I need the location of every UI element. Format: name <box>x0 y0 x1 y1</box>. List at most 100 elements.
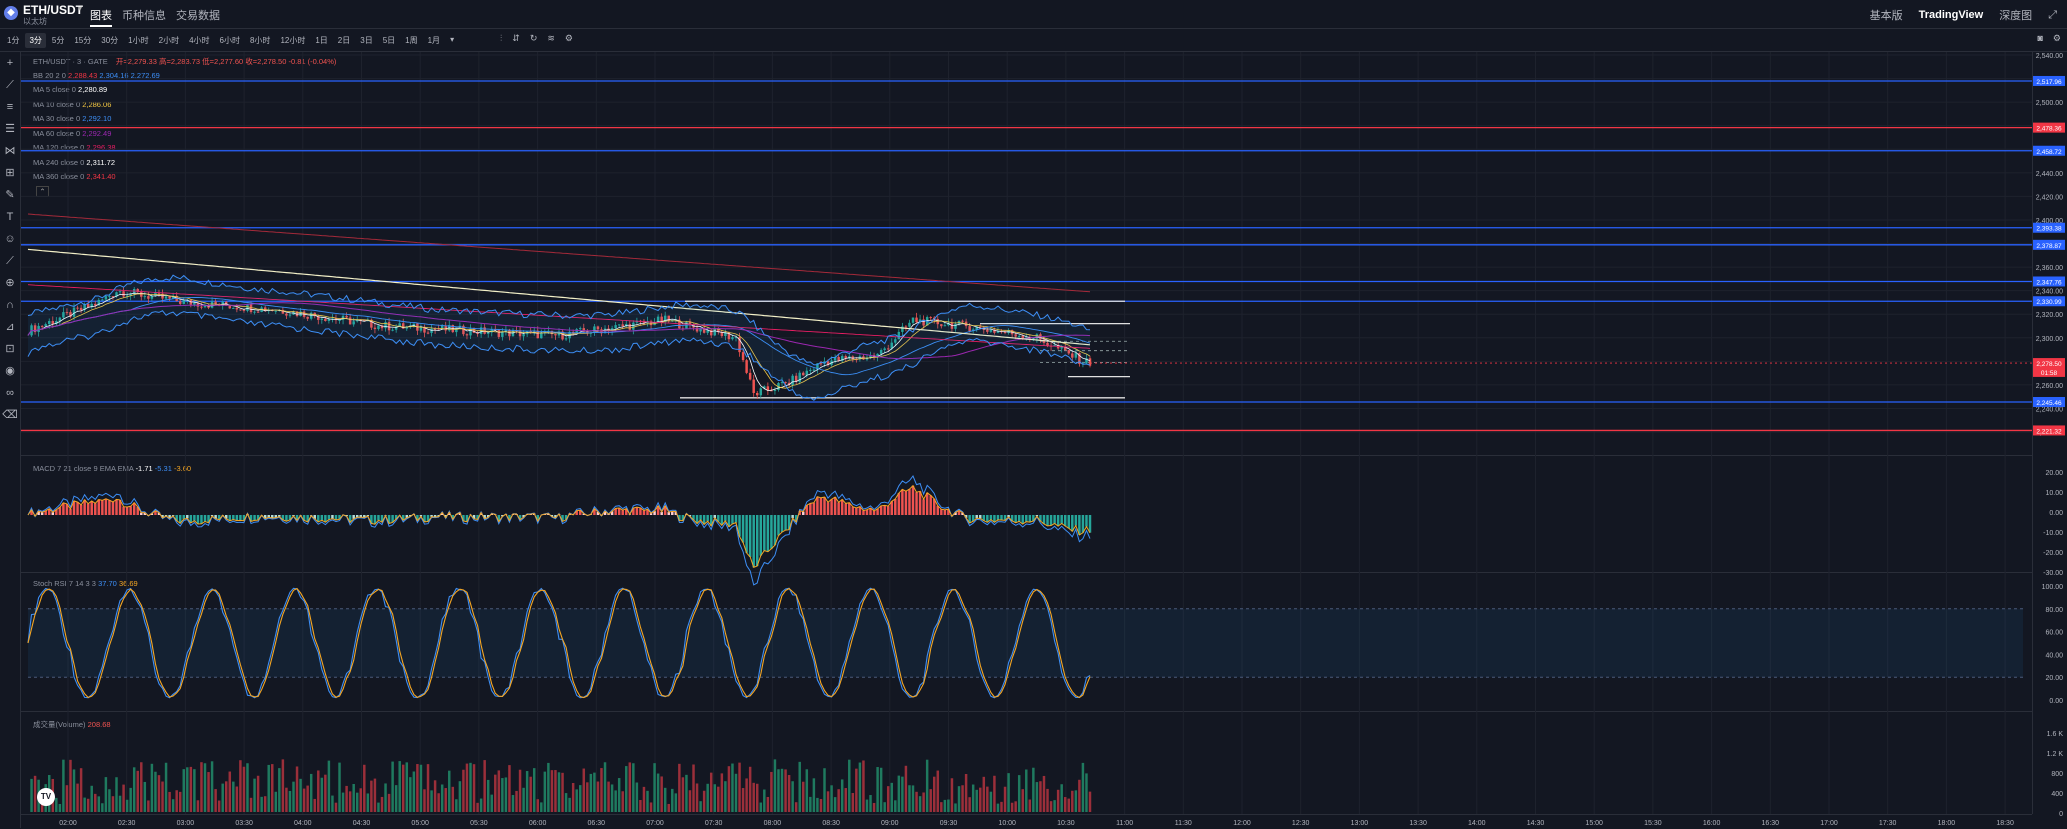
volume-bar <box>243 767 245 812</box>
volume-bar <box>735 774 737 812</box>
volume-bar <box>993 776 995 812</box>
macd-bar <box>745 515 747 553</box>
volume-bar <box>66 785 68 812</box>
volume-bar <box>430 790 432 812</box>
macd-tick: -10.00 <box>2043 530 2063 537</box>
volume-bar <box>848 760 850 812</box>
volume-bar <box>951 778 953 812</box>
price-tick: 2,500.00 <box>2036 100 2063 107</box>
volume-bar <box>165 763 167 812</box>
price-tick: 2,440.00 <box>2036 171 2063 178</box>
volume-bar <box>795 802 797 812</box>
volume-bar <box>303 789 305 812</box>
macd-bar <box>763 515 765 551</box>
macd-bar <box>880 506 882 515</box>
price-tick: 2,320.00 <box>2036 312 2063 319</box>
macd-bar <box>253 515 255 520</box>
volume-bar <box>1060 784 1062 812</box>
volume-bar <box>409 777 411 812</box>
macd-bar <box>912 486 914 515</box>
volume-bar <box>115 777 117 812</box>
macd-line <box>28 476 1090 585</box>
volume-bar <box>413 772 415 812</box>
macd-bar <box>1085 515 1087 527</box>
volume-bar <box>491 795 493 812</box>
volume-bar <box>462 770 464 812</box>
volume-bar <box>395 785 397 812</box>
tradingview-logo: TV <box>37 788 55 806</box>
time-label: 10:30 <box>1057 820 1075 827</box>
volume-bar <box>738 763 740 812</box>
volume-bar <box>352 784 354 812</box>
macd-bar <box>236 515 238 521</box>
volume-bar <box>476 803 478 812</box>
volume-bar <box>1089 792 1091 812</box>
macd-bar <box>756 515 758 566</box>
volume-bar <box>901 777 903 812</box>
volume-bar <box>685 775 687 812</box>
volume-bar <box>1053 800 1055 812</box>
volume-bar <box>657 774 659 812</box>
volume-bar <box>668 804 670 812</box>
macd-bar <box>1068 515 1070 528</box>
macd-bar <box>232 515 234 520</box>
volume-bar <box>59 804 61 812</box>
macd-bar <box>643 511 645 515</box>
volume-bar <box>253 779 255 812</box>
macd-bar <box>834 497 836 515</box>
macd-bar <box>724 515 726 521</box>
volume-bar <box>922 792 924 812</box>
volume-bar <box>763 790 765 812</box>
volume-bar <box>706 784 708 812</box>
volume-bar <box>600 768 602 812</box>
volume-bar <box>968 797 970 812</box>
volume-bar <box>997 804 999 812</box>
stoch-tick: 40.00 <box>2045 652 2063 659</box>
macd-tick: -30.00 <box>2043 570 2063 577</box>
volume-bar <box>402 765 404 812</box>
volume-bar <box>98 796 100 812</box>
volume-bar <box>296 766 298 812</box>
macd-bar <box>975 515 977 518</box>
volume-bar <box>459 781 461 812</box>
volume-bar <box>328 761 330 812</box>
volume-tick: 1.6 K <box>2047 731 2064 738</box>
macd-bar <box>69 509 71 515</box>
price-label-text: 2,458.72 <box>2036 149 2062 156</box>
volume-bar <box>349 791 351 812</box>
candle-body <box>905 327 907 328</box>
volume-bar <box>83 798 85 812</box>
volume-bar <box>1082 763 1084 812</box>
volume-bar <box>537 799 539 812</box>
volume-bar <box>784 769 786 812</box>
macd-bar <box>862 511 864 515</box>
macd-bar <box>940 509 942 515</box>
volume-bar <box>650 802 652 812</box>
time-label: 07:30 <box>705 820 723 827</box>
volume-bar <box>207 772 209 812</box>
volume-bar <box>30 779 32 812</box>
volume-bar <box>437 793 439 812</box>
volume-bar <box>112 796 114 812</box>
volume-tick: 800 <box>2051 771 2063 778</box>
volume-bar <box>604 762 606 812</box>
volume-bar <box>1032 768 1034 812</box>
volume-bar <box>837 789 839 812</box>
macd-bar <box>1000 515 1002 520</box>
volume-tick: 1.2 K <box>2047 751 2064 758</box>
macd-bar <box>1018 515 1020 521</box>
volume-bar <box>731 764 733 812</box>
volume-bar <box>975 790 977 812</box>
volume-bar <box>338 763 340 812</box>
volume-bar <box>250 798 252 812</box>
macd-bar <box>919 491 921 515</box>
volume-bar <box>140 762 142 812</box>
volume-bar <box>937 771 939 812</box>
macd-bar <box>129 506 131 515</box>
macd-bar <box>770 515 772 549</box>
macd-bar <box>891 501 893 515</box>
volume-bar <box>455 799 457 812</box>
macd-bar <box>1014 515 1016 523</box>
volume-bar <box>806 769 808 812</box>
